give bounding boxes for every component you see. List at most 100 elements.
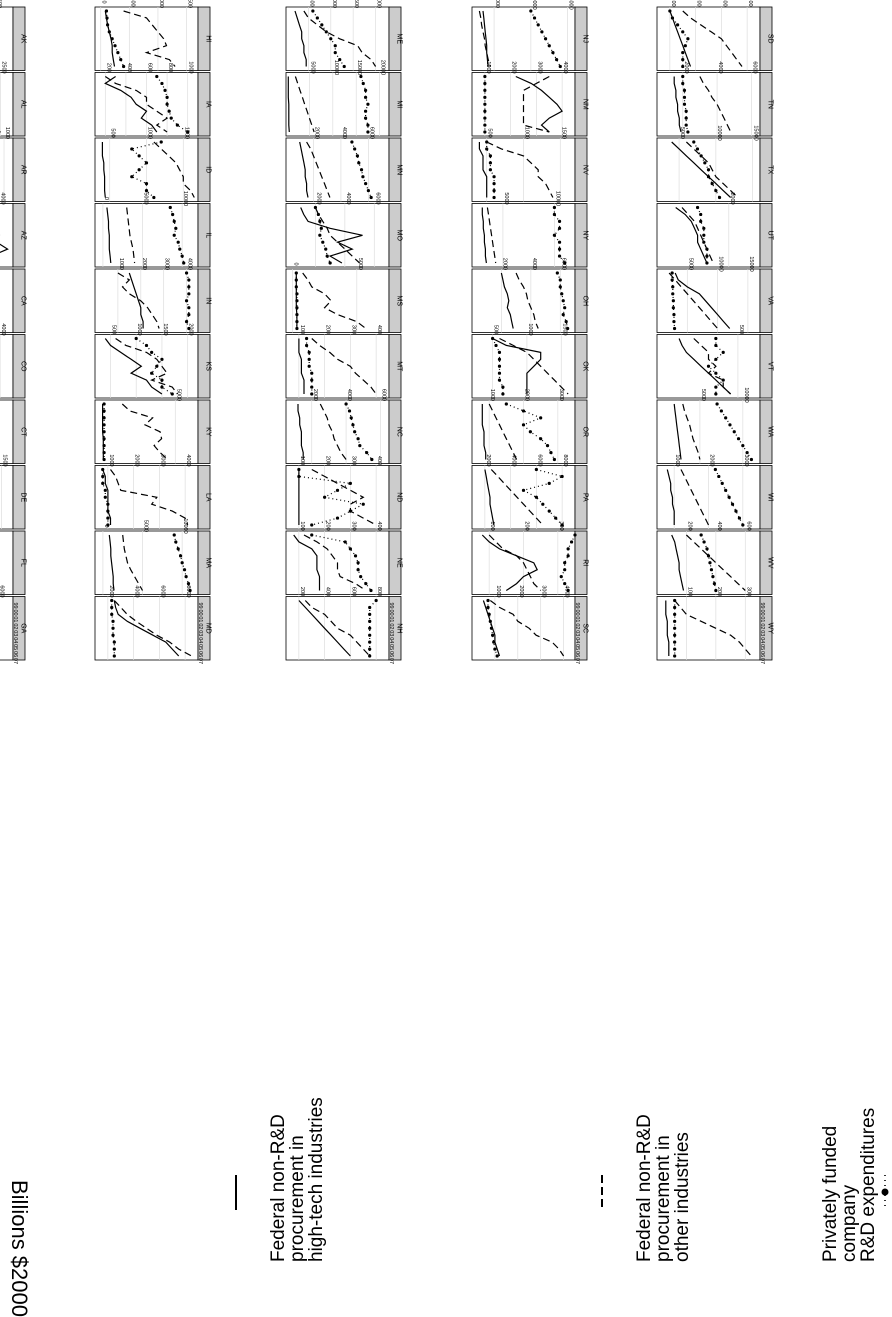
panel-label: TN (767, 100, 774, 109)
panel-ma: MA 0 5000 10000 (94, 518, 212, 595)
y-tick-label: 1000 (158, 0, 164, 8)
series-point-dotted (357, 161, 361, 165)
series-point-dotted (155, 364, 159, 368)
y-tick-label: 600 (350, 587, 356, 596)
series-point-dotted (539, 437, 543, 441)
panel-ks: KS 500 1000 1500 2000 (94, 323, 212, 399)
series-point-dotted (708, 561, 712, 565)
panel-strip (12, 465, 26, 530)
panel-label: KS (205, 362, 212, 372)
series-line-dashed (682, 10, 743, 67)
panel-label: NM (582, 99, 589, 110)
panel-frame (285, 6, 390, 71)
series-point-dotted (673, 633, 677, 637)
y-tick-label: 500 (738, 325, 744, 334)
series-point-dotted (338, 57, 342, 62)
series-point-dotted (343, 540, 347, 544)
series-point-dotted (368, 619, 372, 623)
panel-label: SD (767, 34, 774, 44)
y-tick-label: 3000 (164, 258, 170, 270)
series-point-dotted (488, 161, 492, 165)
series-line-solid (298, 600, 351, 657)
y-tick-label: 200 (325, 521, 331, 530)
y-tick-label: 4000 (345, 192, 351, 204)
series-point-dotted (563, 568, 567, 572)
series-point-dotted (110, 598, 114, 603)
series-line-dashed (685, 141, 739, 198)
series-point-dotted (721, 378, 725, 382)
y-tick-label: 0 (103, 197, 109, 200)
series-line-dashed (153, 141, 195, 198)
panel-label: IL (205, 232, 212, 238)
panel-il: IL 0 5000 10000 (94, 191, 212, 268)
series-line-solid (481, 207, 487, 264)
series-point-dotted (492, 175, 496, 179)
panel-frame (0, 596, 14, 661)
y-tick-label: 8000 (185, 585, 191, 597)
series-line-solid (104, 338, 163, 395)
series-point-dotted (112, 654, 116, 658)
x-tick-label: 02 (197, 623, 203, 629)
panel-strip (574, 465, 588, 530)
series-point-dotted (102, 409, 106, 413)
series-point-dotted (102, 430, 106, 434)
panel-frame (285, 596, 390, 661)
series-point-dotted (167, 109, 171, 113)
series-line-solid (673, 76, 682, 133)
y-tick-label: 10000 (182, 191, 188, 206)
series-point-dotted (552, 233, 557, 237)
y-axis-label: Billions $2000 (7, 1180, 32, 1317)
panel-strip (388, 465, 402, 530)
x-tick-label: 05 (197, 644, 203, 650)
series-point-dotted (670, 271, 674, 275)
series-point-dotted (529, 9, 533, 13)
panel-strip (574, 137, 588, 202)
y-tick-label: 0 (101, 0, 107, 3)
series-point-dotted (104, 9, 109, 13)
panel-strip (388, 334, 402, 399)
series-point-dotted (359, 168, 364, 172)
x-tick-label: 00 (197, 609, 203, 615)
panel-label: IN (205, 297, 212, 304)
y-tick-label: 3000 (541, 585, 547, 597)
series-point-dotted (699, 154, 703, 158)
series-point-dotted (103, 495, 107, 499)
y-tick-label: 6000 (368, 127, 374, 139)
panel-de: DE050010001500 (0, 454, 27, 530)
series-line-dashed (113, 600, 192, 657)
y-tick-label: 15000 (753, 125, 759, 140)
series-point-dotted (160, 357, 164, 361)
series-line-dashed (122, 534, 144, 591)
series-line-solid (665, 600, 670, 656)
series-line-dotted (669, 10, 689, 67)
series-point-dotted (555, 271, 559, 275)
panel-strip (574, 6, 588, 71)
x-tick-label: 05 (759, 644, 765, 650)
y-tick-label: 800 (376, 587, 382, 596)
panel-mo: MO 2000 4000 6000 (285, 192, 403, 268)
series-point-dotted (102, 444, 106, 448)
series-point-dotted (316, 212, 320, 217)
panel-strip (759, 399, 773, 464)
series-point-dotted (558, 64, 562, 69)
series-point-dotted (325, 254, 329, 258)
series-line-solid (515, 75, 563, 133)
series-point-dotted (558, 285, 562, 289)
series-point-dotted (492, 188, 496, 193)
y-tick-label: 6000 (159, 585, 165, 597)
panel-strip (197, 203, 211, 268)
panel-tx: TX 5000 10000 15000 (656, 125, 774, 202)
series-point-dotted (719, 409, 723, 413)
panel-label: NC (396, 427, 403, 437)
series-line-dashed (515, 272, 539, 329)
panel-label: AR (20, 165, 27, 175)
series-point-dotted (559, 575, 563, 579)
series-point-dotted (310, 392, 314, 396)
series-point-dotted (342, 64, 346, 69)
y-tick-label: 10000 (531, 0, 537, 10)
series-point-dotted (319, 226, 323, 230)
panel-strip (574, 530, 588, 595)
series-point-dotted (374, 598, 378, 603)
y-tick-label: 2000 (108, 585, 114, 597)
series-point-dotted (483, 81, 487, 86)
